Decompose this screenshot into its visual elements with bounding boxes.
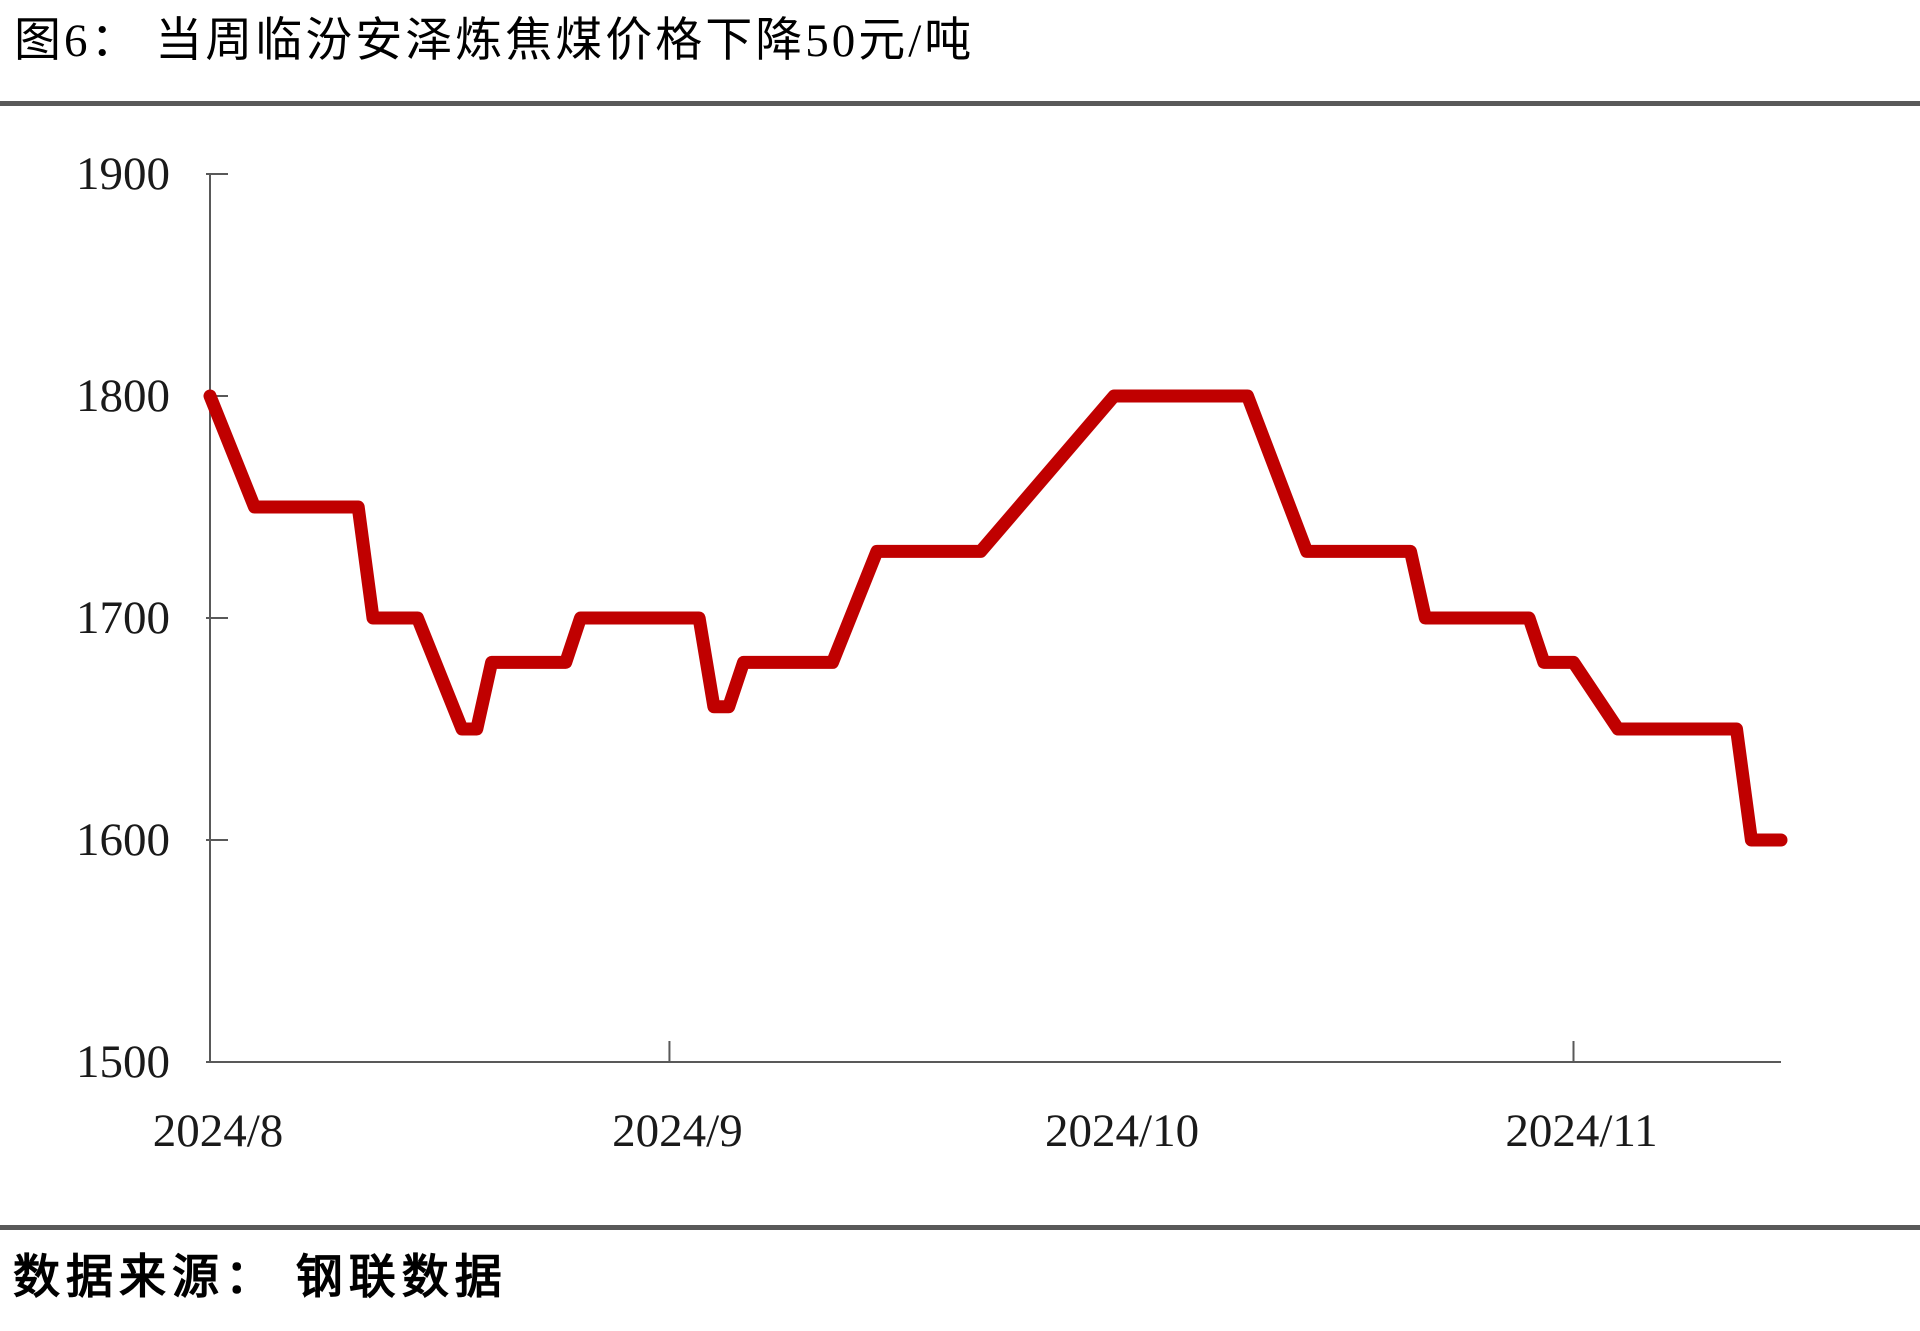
y-tick-label: 1600 <box>76 814 170 866</box>
x-tick-label: 2024/8 <box>153 1105 284 1157</box>
x-tick-label: 2024/9 <box>612 1105 743 1157</box>
y-tick-label: 1500 <box>76 1036 170 1088</box>
y-tick-label: 1800 <box>76 370 170 422</box>
y-tick-label: 1900 <box>76 148 170 200</box>
data-source-note: 数据来源： 钢联数据 <box>13 1252 508 1304</box>
x-tick-label: 2024/11 <box>1505 1105 1657 1157</box>
title-divider-rule <box>0 101 1920 106</box>
source-divider-rule <box>0 1225 1920 1230</box>
price-line <box>203 389 1788 847</box>
figure-title: 图6： 当周临汾安泽炼焦煤价格下降50元/吨 <box>14 15 975 67</box>
x-tick-label: 2024/10 <box>1045 1105 1199 1157</box>
y-tick-label: 1700 <box>76 592 170 644</box>
